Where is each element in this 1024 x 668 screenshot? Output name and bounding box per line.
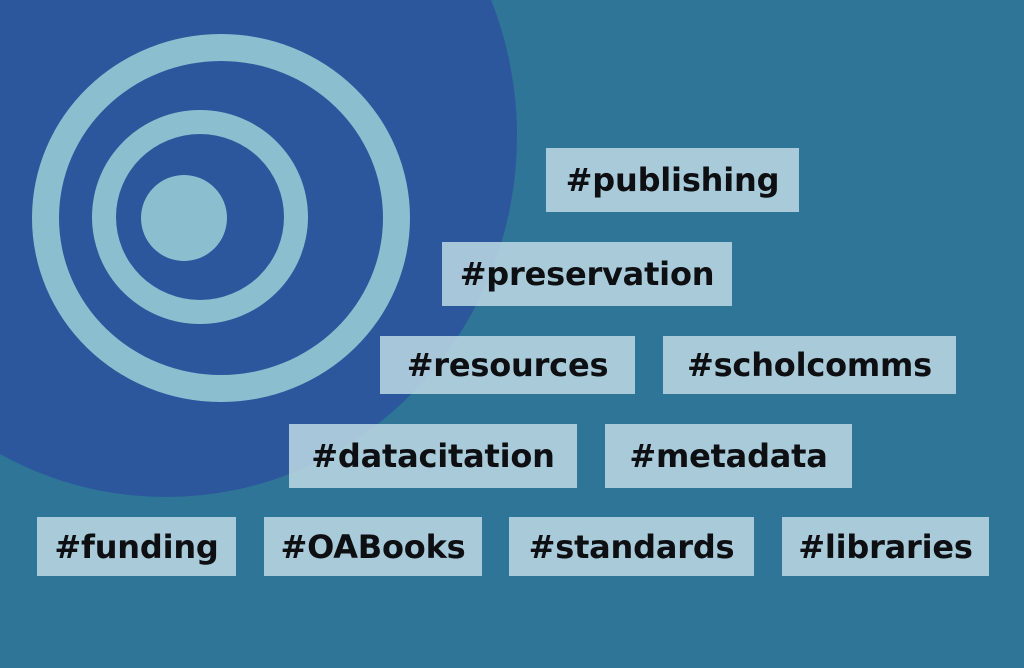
tag-metadata: #metadata [605,424,852,488]
tag-resources: #resources [380,336,635,394]
tag-label: #OABooks [280,527,466,566]
tag-label: #standards [528,527,735,566]
tag-datacitation: #datacitation [289,424,577,488]
tag-label: #datacitation [311,437,555,475]
tag-funding: #funding [37,517,236,576]
tag-label: #preservation [459,255,715,293]
tag-preservation: #preservation [442,242,732,306]
tag-libraries: #libraries [782,517,989,576]
tag-standards: #standards [509,517,754,576]
tag-label: #funding [54,527,219,566]
tag-label: #resources [406,346,609,384]
tag-label: #libraries [798,527,973,566]
tag-label: #metadata [629,437,828,475]
tag-scholcomms: #scholcomms [663,336,956,394]
center-dot [141,175,227,261]
tag-oabooks: #OABooks [264,517,482,576]
tag-publishing: #publishing [546,148,799,212]
tag-label: #publishing [565,161,780,199]
tag-label: #scholcomms [686,346,933,384]
